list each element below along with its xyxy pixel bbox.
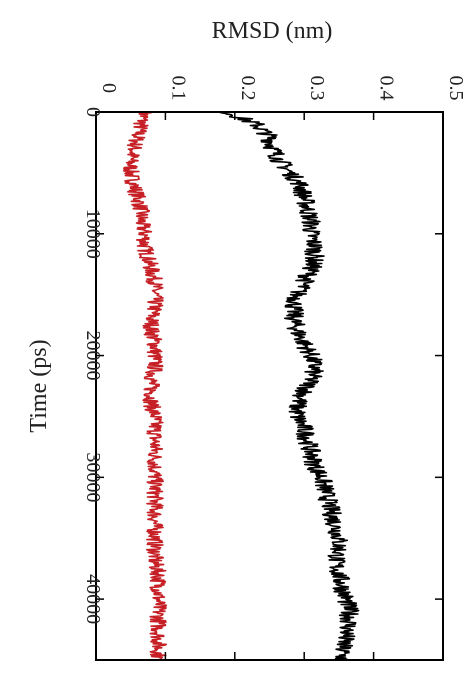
rmsd-tick-label: 0.5 <box>445 76 467 101</box>
series-line-black <box>220 111 360 661</box>
series-layer <box>122 111 360 661</box>
time-tick-label: 0 <box>82 107 104 117</box>
time-tick-label: 40000 <box>82 574 104 624</box>
tick-layer <box>95 111 444 660</box>
series-line-red <box>122 111 168 661</box>
rmsd-tick-label: 0.3 <box>306 76 328 101</box>
rmsd-tick-label: 0.1 <box>167 76 189 101</box>
time-tick-label: 10000 <box>82 209 104 259</box>
rmsd-tick-label: 0 <box>98 83 120 93</box>
rmsd-tick-label: 0.2 <box>237 76 259 101</box>
rmsd-tick-label: 0.4 <box>376 76 398 101</box>
plot-frame <box>95 111 444 661</box>
time-axis-title: Time (ps) <box>26 339 52 432</box>
rmsd-axis-title: RMSD (nm) <box>212 18 333 44</box>
tick-label-layer: 0 0.1 0.2 0.3 0.4 0.5 0 10000 20000 30000 40000 <box>82 76 467 625</box>
time-tick-label: 30000 <box>82 452 104 502</box>
time-tick-label: 20000 <box>82 331 104 381</box>
